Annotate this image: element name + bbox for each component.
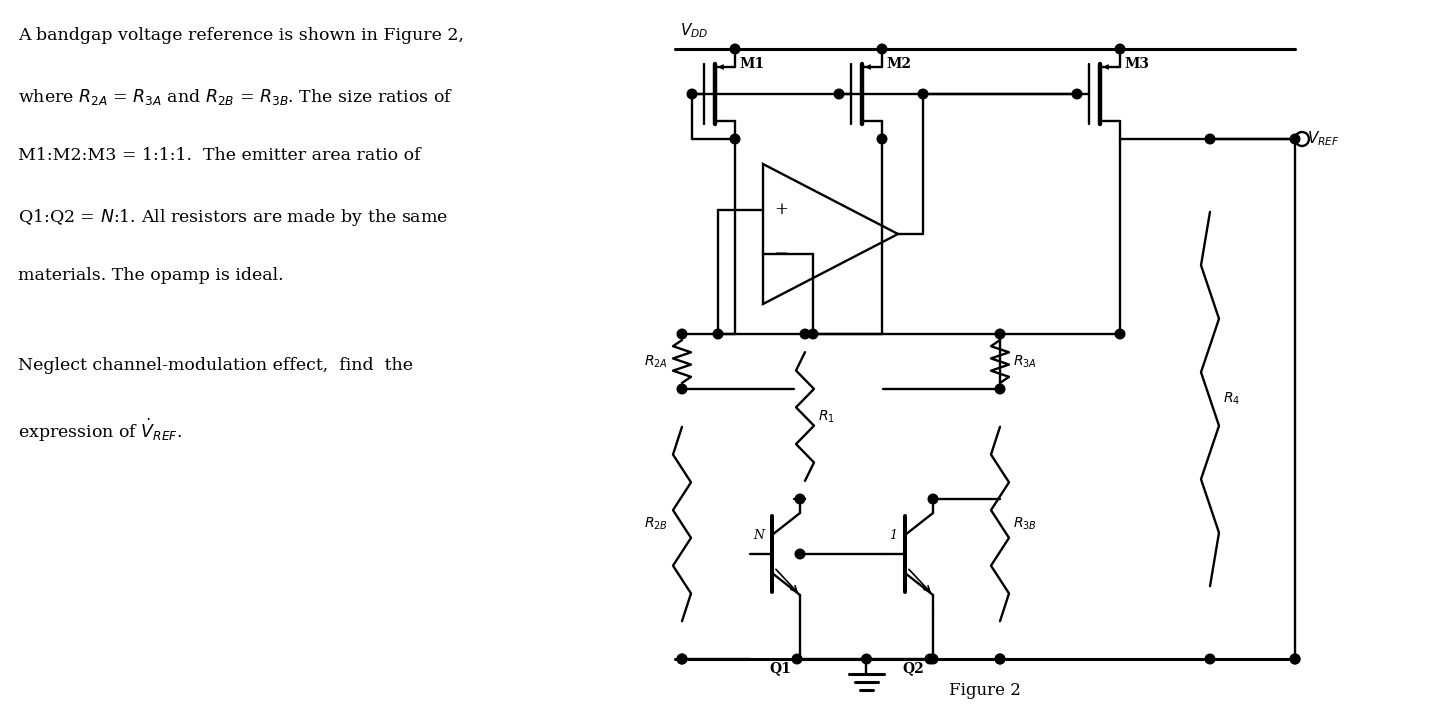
- Text: $R_{2B}$: $R_{2B}$: [644, 516, 667, 532]
- Circle shape: [928, 654, 938, 664]
- Text: −: −: [773, 245, 789, 263]
- Text: Q1:Q2 = $N$:1. All resistors are made by the same: Q1:Q2 = $N$:1. All resistors are made by…: [19, 207, 448, 228]
- Circle shape: [713, 329, 723, 339]
- Circle shape: [1290, 134, 1300, 144]
- Text: A bandgap voltage reference is shown in Figure 2,: A bandgap voltage reference is shown in …: [19, 27, 464, 44]
- Circle shape: [1206, 134, 1214, 144]
- Circle shape: [792, 654, 802, 664]
- Circle shape: [995, 654, 1005, 664]
- Circle shape: [878, 44, 886, 54]
- Text: $R_{3B}$: $R_{3B}$: [1012, 516, 1037, 532]
- Circle shape: [1290, 654, 1300, 664]
- Text: $V_{REF}$: $V_{REF}$: [1307, 130, 1340, 148]
- Circle shape: [808, 329, 818, 339]
- Text: $R_4$: $R_4$: [1223, 391, 1240, 407]
- Circle shape: [1290, 654, 1300, 664]
- Circle shape: [687, 89, 697, 99]
- Circle shape: [878, 134, 886, 144]
- Text: materials. The opamp is ideal.: materials. The opamp is ideal.: [19, 267, 284, 284]
- Text: M3: M3: [1124, 57, 1148, 71]
- Circle shape: [862, 654, 871, 664]
- Circle shape: [995, 384, 1005, 393]
- Text: Figure 2: Figure 2: [949, 682, 1021, 699]
- Circle shape: [677, 654, 687, 664]
- Circle shape: [795, 549, 805, 559]
- Circle shape: [925, 654, 935, 664]
- Circle shape: [730, 44, 740, 54]
- Text: $V_{DD}$: $V_{DD}$: [680, 21, 709, 40]
- Text: +: +: [775, 201, 788, 218]
- Text: $R_1$: $R_1$: [818, 408, 835, 425]
- Circle shape: [677, 654, 687, 664]
- Circle shape: [918, 89, 928, 99]
- Circle shape: [730, 134, 740, 144]
- Circle shape: [835, 89, 843, 99]
- Circle shape: [928, 494, 938, 504]
- Circle shape: [995, 654, 1005, 664]
- Circle shape: [795, 494, 805, 504]
- Text: N: N: [753, 529, 765, 542]
- Text: $R_{2A}$: $R_{2A}$: [644, 353, 667, 369]
- Text: $R_{3A}$: $R_{3A}$: [1012, 353, 1037, 369]
- Text: Neglect channel-modulation effect,  find  the: Neglect channel-modulation effect, find …: [19, 357, 412, 374]
- Circle shape: [995, 329, 1005, 339]
- Circle shape: [677, 384, 687, 393]
- Circle shape: [1116, 44, 1124, 54]
- Text: 1: 1: [889, 529, 896, 542]
- Text: Q1: Q1: [769, 661, 792, 675]
- Text: M2: M2: [886, 57, 911, 71]
- Text: M1: M1: [739, 57, 765, 71]
- Text: Q2: Q2: [902, 661, 924, 675]
- Text: expression of $\dot{V}_{REF}$.: expression of $\dot{V}_{REF}$.: [19, 417, 182, 445]
- Circle shape: [1116, 329, 1124, 339]
- Circle shape: [677, 329, 687, 339]
- Text: where $R_{2A}$ = $R_{3A}$ and $R_{2B}$ = $R_{3B}$. The size ratios of: where $R_{2A}$ = $R_{3A}$ and $R_{2B}$ =…: [19, 87, 453, 107]
- Circle shape: [1206, 654, 1214, 664]
- Circle shape: [1073, 89, 1081, 99]
- Circle shape: [800, 329, 811, 339]
- Text: M1:M2:M3 = 1:1:1.  The emitter area ratio of: M1:M2:M3 = 1:1:1. The emitter area ratio…: [19, 147, 421, 164]
